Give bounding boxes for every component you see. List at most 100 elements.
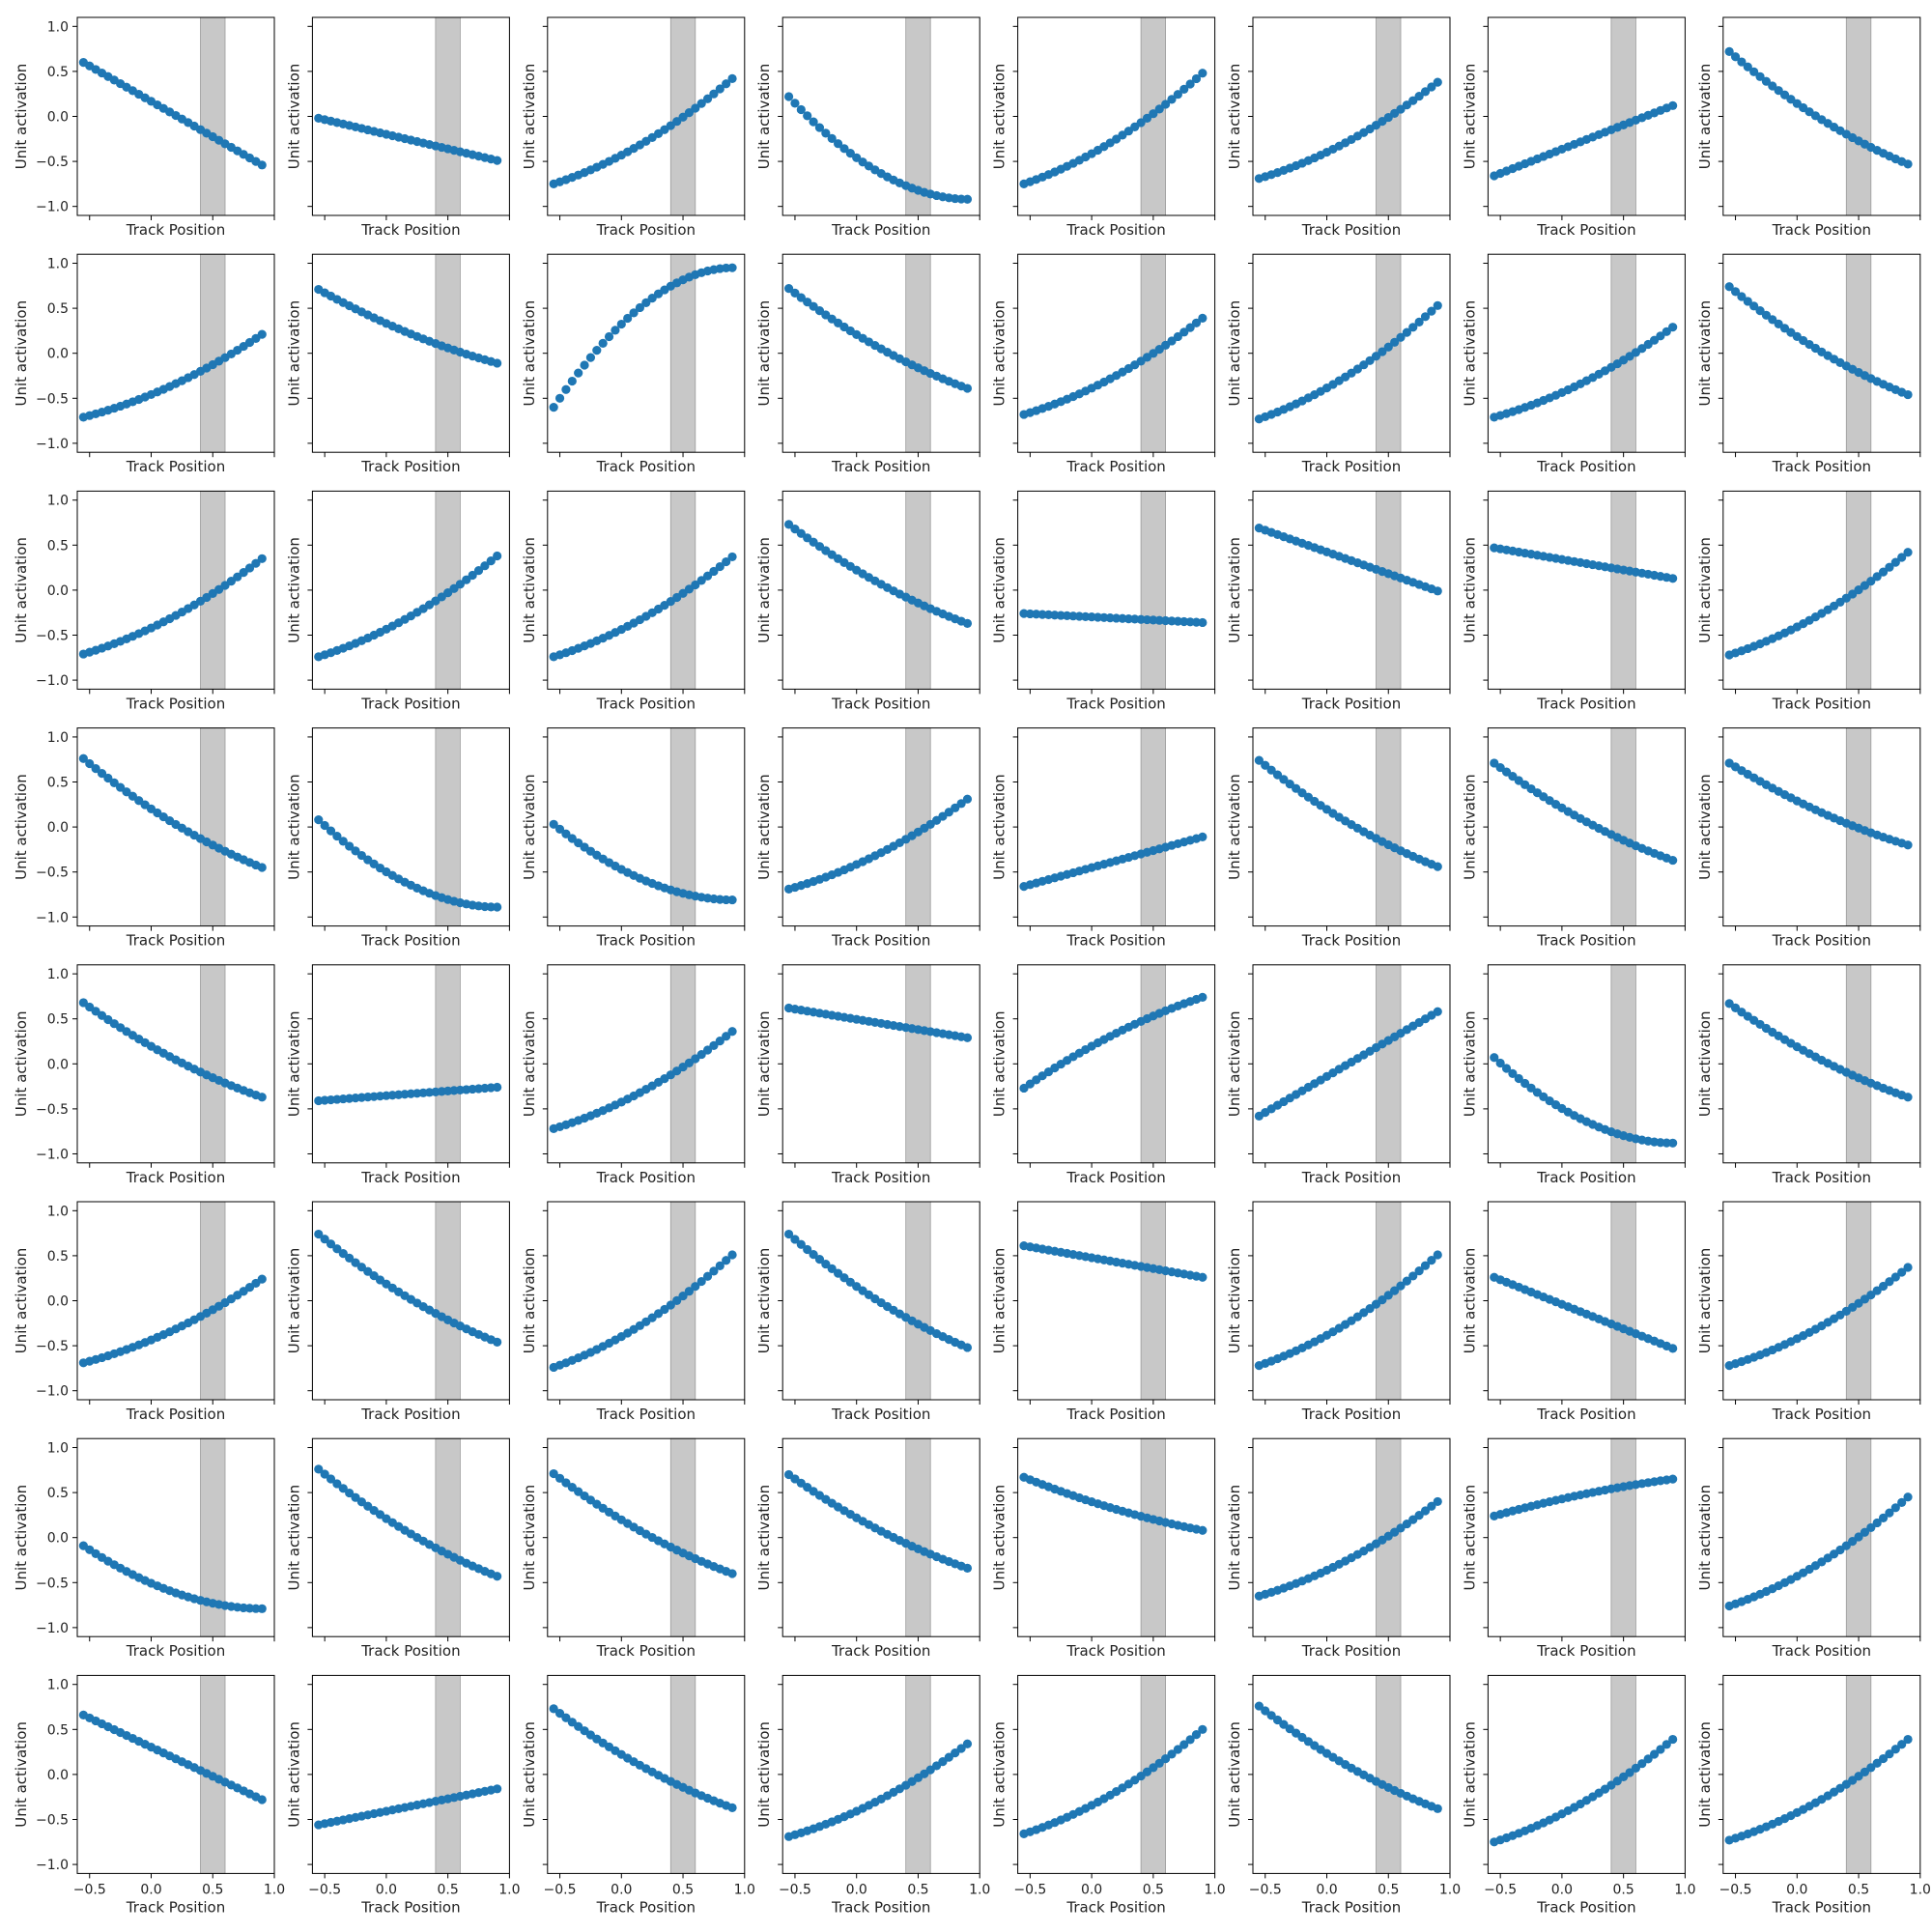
data-point [338,1484,348,1493]
data-point [1897,1497,1907,1507]
data-point [356,1497,366,1507]
data-point [1414,1511,1424,1520]
data-point [944,1752,953,1762]
data-point [314,1229,324,1239]
axes-frame [547,1201,746,1401]
data-point [1668,574,1678,583]
data-point [783,520,794,529]
panel-r3c2: Track Position Unit activation [285,490,510,712]
data-point [1285,1724,1294,1734]
panel-r3c7: Track Position Unit activation [1461,490,1686,712]
panel-r3c8: Track Position Unit activation [1696,490,1921,712]
data-point [1866,1290,1876,1300]
data-point [1297,788,1307,798]
data-point [1878,1281,1889,1292]
data-point [1167,95,1177,104]
y-tick-label: 1.0 [47,1204,69,1219]
x-tick-label: 1.0 [1910,1882,1931,1897]
x-tick-label: −0.5 [544,1882,577,1897]
data-point [702,94,713,103]
x-axis-label: Track Position [1301,1406,1401,1423]
data-point [809,1250,818,1260]
data-point [790,288,800,298]
data-point [1130,122,1140,131]
data-point [727,1250,737,1260]
data-point [473,566,484,576]
x-axis-label: Track Position [126,1898,225,1916]
data-point [1848,1537,1858,1547]
data-point [1903,389,1913,400]
panel-r6c8: Track Position Unit activation [1696,1201,1921,1423]
data-point [1860,1527,1870,1537]
data-point [1668,1734,1678,1745]
x-tick-label: −0.5 [1719,1882,1752,1897]
data-point [796,528,806,538]
y-axis-label: Unit activation [285,1248,302,1354]
data-point [1730,52,1741,62]
data-point [1490,1053,1499,1063]
data-point [1656,1745,1665,1754]
panel-r1c6: Track Position Unit activation [1226,16,1451,239]
data-point [1254,755,1264,765]
data-point [493,902,502,912]
axes-frame [1487,1437,1686,1637]
y-axis-label: Unit activation [1461,1721,1478,1828]
data-point [1433,1496,1442,1507]
data-point [554,824,565,834]
data-point [1631,1763,1640,1773]
x-tick-label: 1.0 [498,1882,520,1897]
data-point [1514,1073,1523,1084]
y-axis-label: Unit activation [991,300,1009,407]
panel-r2c2: Track Position Unit activation [285,253,510,475]
y-axis-label: Unit activation [13,774,30,880]
x-tick-label: 1.0 [1674,1882,1695,1897]
highlight-band [905,253,931,453]
panel-r2c6: Track Position Unit activation [1226,253,1451,475]
axes-frame [311,964,510,1164]
axes-frame [1252,1437,1451,1637]
x-axis-label: Track Position [1065,695,1165,712]
data-point [1285,779,1294,789]
x-axis-label: Track Position [1772,221,1871,239]
data-point [1179,84,1189,95]
panel-r1c4: Track Position Unit activation [755,16,980,239]
axes-frame [1252,16,1451,216]
highlight-band [1845,16,1872,216]
data-point [715,561,724,572]
x-axis-label: Track Position [1065,932,1165,950]
axes-frame [1017,490,1216,690]
data-point [821,1259,831,1269]
x-tick-label: −0.5 [1484,1882,1517,1897]
data-point [702,571,713,581]
panel-r8c4: −0.5 0.0 0.5 1.0 Track Position Unit activati… [755,1674,990,1916]
y-tick-label: 0.0 [47,347,69,362]
x-axis-label: Track Position [1065,1898,1165,1916]
data-point [561,1478,571,1488]
y-axis-label: Unit activation [1461,774,1478,880]
highlight-band [1610,490,1636,690]
data-point [790,99,800,108]
y-axis-label: Unit activation [13,537,30,643]
data-point [1179,1740,1189,1749]
x-tick-label: 0.0 [1786,1882,1807,1897]
y-axis-label: Unit activation [13,1721,30,1828]
data-point [803,298,812,307]
axes-frame [1722,1201,1921,1401]
x-tick-label: 0.5 [202,1882,223,1897]
y-axis-label: Unit activation [1461,1248,1478,1354]
y-axis-label: Unit activation [1696,1721,1714,1828]
data-point [1872,1286,1882,1295]
panel-r5c1: −1.0 −0.5 0.0 0.5 1.0 Track Position Unit acti… [13,964,275,1186]
x-tick-label: 0.5 [1378,1882,1399,1897]
x-tick-label: 0.5 [907,1882,928,1897]
data-point [455,580,465,589]
data-point [1768,81,1777,91]
data-point [1520,1078,1530,1089]
x-axis-label: Track Position [1301,221,1401,239]
highlight-band [1610,16,1636,216]
highlight-band [1845,253,1872,453]
x-axis-label: Track Position [596,695,696,712]
panel-r7c2: Track Position Unit activation [285,1437,510,1660]
x-axis-label: Track Position [360,221,460,239]
data-point [1724,46,1734,57]
